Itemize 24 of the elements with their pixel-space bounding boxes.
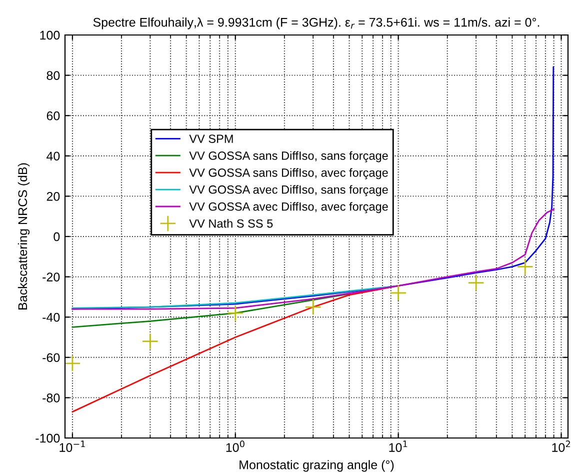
legend-label: VV GOSSA sans DiffIso, avec forçage (189, 168, 388, 180)
legend-label: VV GOSSA avec DiffIso, avec forçage (189, 202, 388, 214)
y-tick-label: 60 (46, 111, 60, 120)
x-tick-label: 10$^{−1}$ (60, 440, 85, 452)
legend-label: VV Nath S SS 5 (189, 219, 273, 228)
legend-label: VV GOSSA sans DiffIso, sans forçage (189, 151, 388, 162)
y-tick-label: 0 (54, 232, 60, 242)
chart-title: Spectre Elfouhaily,λ = 9.9931cm (F = 3GHz). ε$_{r}$ = 73.5+61i. ws = 11m/s. azi = 0°. (93, 18, 540, 30)
y-axis-title: Backscattering NRCS (dB) (18, 163, 30, 310)
y-tick-label: 20 (46, 192, 60, 201)
y-tick-label: 100 (40, 30, 60, 40)
y-tick-label: -20 (42, 272, 60, 282)
y-tick-label: -80 (42, 394, 60, 402)
y-tick-label: -40 (42, 312, 60, 322)
y-tick-label: -100 (36, 434, 60, 443)
x-tick-label: 10$^{0}$ (226, 440, 244, 452)
y-tick-label: 40 (46, 152, 60, 161)
y-tick-label: 80 (46, 71, 60, 80)
x-tick-label: 10$^{2}$ (552, 440, 570, 452)
x-tick-label: 10$^{1}$ (389, 440, 408, 452)
y-tick-label: -60 (42, 353, 60, 362)
x-axis-title: Monostatic grazing angle (°) (240, 460, 394, 472)
legend-label: VV SPM (189, 134, 233, 143)
legend-label: VV GOSSA avec DiffIso, sans forçage (189, 185, 388, 196)
